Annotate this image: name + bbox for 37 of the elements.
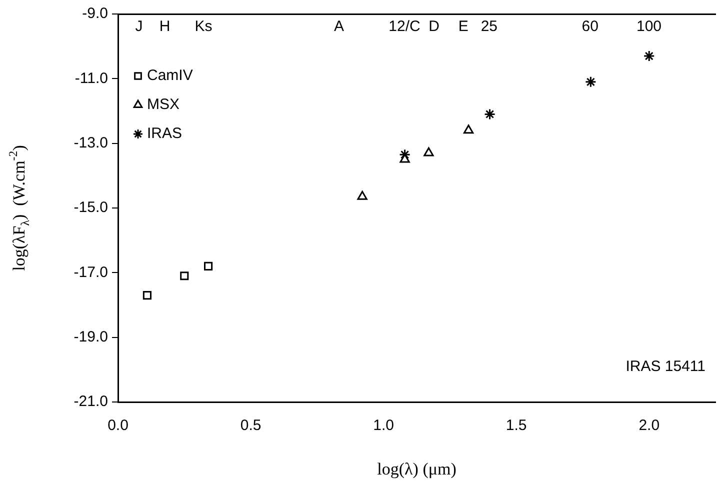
x-tick-label: 1.5 (506, 417, 527, 434)
y-tick-label: -17.0 (74, 264, 108, 281)
x2-tick-label: 25 (480, 18, 498, 36)
point (142, 291, 152, 300)
y-tick-label: -13.0 (74, 134, 108, 152)
annotation: IRAS 15411 (626, 358, 706, 376)
x-tick-label: 2.0 (638, 417, 660, 434)
x2-tick-label: 12/C (388, 18, 421, 36)
legend-label: MSX (147, 96, 180, 114)
x2-tick-label: D (428, 18, 440, 36)
x2-tick-label: 60 (582, 18, 598, 36)
point (463, 124, 474, 134)
x2-tick-label: 100 (636, 18, 662, 36)
y-tick-label: -11.0 (74, 70, 108, 87)
x-axis-title: log(λ) (μm) (377, 459, 456, 478)
y-tick-label: -15.0 (74, 199, 108, 216)
y-tick-label: -9.0 (82, 5, 108, 22)
x-tick-label: 0.5 (240, 417, 262, 434)
point (424, 147, 434, 156)
point (180, 272, 189, 280)
x2-tick-label: A (334, 18, 344, 36)
y-axis-title: log(λFλ) (W.cm-2) (6, 145, 32, 271)
x-tick-label: 1.0 (373, 417, 394, 434)
y-tick-label: -21.0 (74, 393, 108, 410)
point (584, 76, 596, 88)
point (204, 262, 213, 270)
point (357, 190, 368, 200)
x2-tick-label: E (458, 18, 468, 36)
x2-tick-label: H (159, 18, 170, 36)
x-tick-label: 0.0 (108, 417, 128, 434)
point (643, 50, 655, 62)
x2-tick-label: J (135, 18, 143, 36)
x2-tick-label: Ks (194, 18, 212, 36)
y-tick-label: -19.0 (74, 328, 108, 346)
legend-label: IRAS (147, 125, 182, 142)
legend-label: CamIV (147, 67, 193, 84)
point (484, 108, 496, 120)
